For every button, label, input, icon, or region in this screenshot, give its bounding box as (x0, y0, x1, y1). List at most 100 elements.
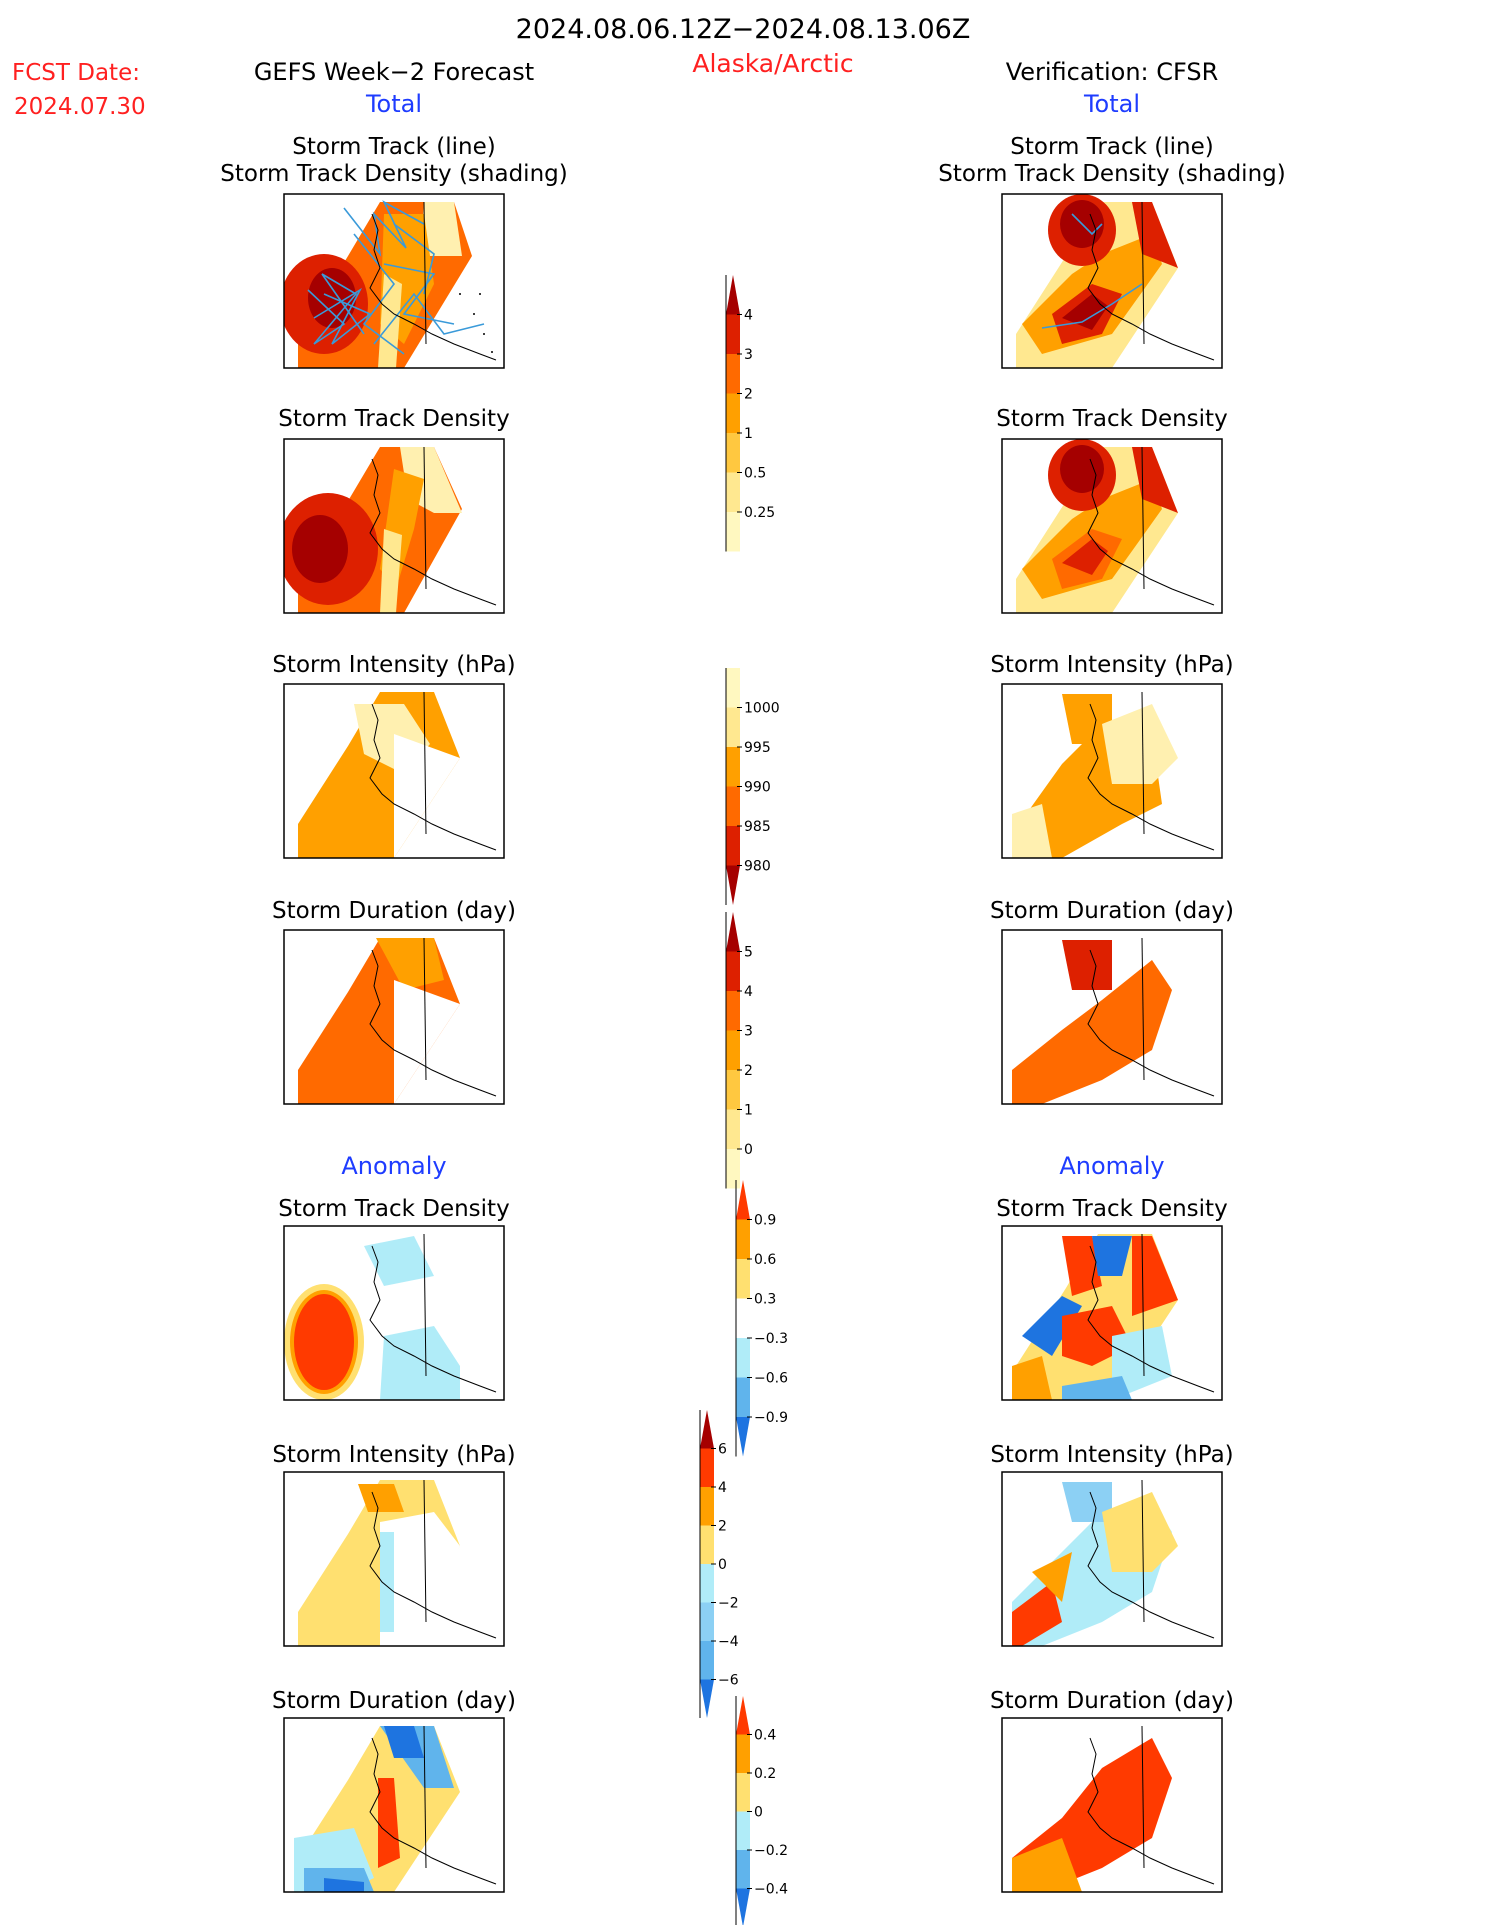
colorbar-tick-label: 0.9 (754, 1213, 776, 1229)
colorbar-tick-label: −6 (718, 1673, 739, 1689)
colorbar-swatch (736, 1696, 750, 1735)
colorbar-duration-total: 5 4 3 2 1 0 (725, 912, 753, 1189)
colorbar-swatch (726, 912, 740, 952)
fcst-date-value: 2024.07.30 (14, 94, 146, 120)
colorbar-swatch (726, 865, 740, 905)
colorbar-swatch (736, 1417, 750, 1457)
colorbar-swatch (726, 1070, 740, 1110)
colorbar-tick-label: 1 (744, 1103, 753, 1119)
map-panel-density-anom-right (1001, 1225, 1223, 1401)
colorbar-swatch (726, 1030, 740, 1070)
map-panel-track-left (283, 193, 505, 369)
right-total-label: Total (1083, 90, 1140, 118)
colorbar-tick-label: 0.6 (754, 1252, 776, 1268)
colorbar-swatch (726, 314, 740, 354)
colorbar-tick-label: 995 (744, 740, 771, 756)
colorbar-tick-label: 2 (718, 1519, 727, 1535)
colorbar-tick-label: −0.9 (754, 1410, 788, 1426)
colorbar-swatch (726, 1149, 740, 1189)
colorbar-swatch (736, 1180, 750, 1220)
colorbar-tick-label: 980 (744, 859, 771, 875)
colorbar-swatch (700, 1487, 714, 1526)
panel-title-intensity-anom-right: Storm Intensity (hPa) (990, 1442, 1233, 1468)
colorbar-swatch (700, 1410, 714, 1449)
region-label: Alaska/Arctic (692, 49, 853, 78)
colorbar-tick-label: 1000 (744, 701, 780, 717)
panel-title-density-right: Storm Track Density (996, 406, 1227, 432)
colorbar-swatch (726, 707, 740, 747)
map-panel-intensity-left (283, 683, 505, 859)
panel-title-duration-right: Storm Duration (day) (990, 898, 1234, 924)
panel-title-density-anom-left: Storm Track Density (278, 1196, 509, 1222)
colorbar-swatch (736, 1888, 750, 1925)
colorbar-swatch (736, 1298, 750, 1338)
colorbar-intensity-anom: 6 4 2 0 −2 −4 −6 (699, 1410, 739, 1718)
colorbar-tick-label: 990 (744, 780, 771, 796)
colorbar-swatch (736, 1850, 750, 1889)
map-panel-duration-right (1001, 929, 1223, 1105)
colorbar-swatch (700, 1641, 714, 1680)
colorbar-swatch (726, 1109, 740, 1149)
colorbar-tick-label: 4 (744, 308, 753, 324)
colorbar-swatch (700, 1564, 714, 1603)
panel-title-track-line-right: Storm Track (line) (1010, 134, 1213, 160)
colorbar-swatch (736, 1338, 750, 1378)
panel-title-intensity-anom-left: Storm Intensity (hPa) (272, 1442, 515, 1468)
panel-title-intensity-left: Storm Intensity (hPa) (272, 652, 515, 678)
colorbar-tick-label: 985 (744, 819, 771, 835)
panel-title-density-left: Storm Track Density (278, 406, 509, 432)
colorbar-tick-label: 0 (744, 1142, 753, 1158)
map-panel-duration-left (283, 929, 505, 1105)
date-range-title: 2024.08.06.12Z−2024.08.13.06Z (516, 14, 971, 45)
colorbar-tick-label: 5 (744, 945, 753, 961)
panel-title-duration-anom-left: Storm Duration (day) (272, 1688, 516, 1714)
map-panel-density-left (283, 438, 505, 614)
colorbar-swatch (736, 1219, 750, 1259)
map-panel-intensity-right (1001, 683, 1223, 859)
colorbar-swatch (726, 747, 740, 787)
colorbar-tick-label: −0.3 (754, 1331, 788, 1347)
fcst-date-label: FCST Date: (12, 60, 140, 86)
colorbar-tick-label: 0 (718, 1557, 727, 1573)
colorbar-tick-label: 0.2 (754, 1766, 776, 1782)
colorbar-tick-label: −4 (718, 1634, 739, 1650)
colorbar-tick-label: 4 (718, 1480, 727, 1496)
colorbar-tick-label: 2 (744, 387, 753, 403)
colorbar-swatch (700, 1679, 714, 1718)
colorbar-swatch (736, 1811, 750, 1850)
colorbar-tick-label: −0.4 (754, 1882, 788, 1898)
colorbar-swatch (736, 1259, 750, 1299)
colorbar-swatch (726, 512, 740, 552)
colorbar-density-total: 4 3 2 1 0.5 0.25 (725, 275, 775, 552)
colorbar-tick-label: 0.4 (754, 1728, 776, 1744)
colorbar-swatch (726, 472, 740, 512)
right-anomaly-label: Anomaly (1059, 1152, 1164, 1180)
colorbar-swatch (726, 433, 740, 473)
panel-title-track-shading-right: Storm Track Density (shading) (938, 161, 1285, 187)
colorbar-swatch (726, 991, 740, 1031)
colorbar-swatch (736, 1773, 750, 1812)
panel-title-intensity-right: Storm Intensity (hPa) (990, 652, 1233, 678)
colorbar-tick-label: −0.2 (754, 1843, 788, 1859)
map-panel-density-anom-left (283, 1225, 505, 1401)
colorbar-tick-label: 0.3 (754, 1292, 776, 1308)
map-panel-track-right (1001, 193, 1223, 369)
colorbars: 43210.50.2510009959909859805432100.90.60… (699, 275, 788, 1925)
colorbar-swatch (726, 668, 740, 708)
map-panel-duration-anom-left (283, 1717, 505, 1893)
panel-title-track-line-left: Storm Track (line) (292, 134, 495, 160)
map-panel-duration-anom-right (1001, 1717, 1223, 1893)
map-panel-density-right (1001, 438, 1223, 614)
colorbar-swatch (726, 354, 740, 394)
panel-title-duration-anom-right: Storm Duration (day) (990, 1688, 1234, 1714)
colorbar-tick-label: 4 (744, 984, 753, 1000)
colorbar-swatch (726, 786, 740, 826)
colorbar-tick-label: 3 (744, 347, 753, 363)
map-panel-intensity-anom-left (283, 1471, 505, 1647)
colorbar-tick-label: 6 (718, 1442, 727, 1458)
left-anomaly-label: Anomaly (341, 1152, 446, 1180)
colorbar-tick-label: 2 (744, 1063, 753, 1079)
colorbar-duration-anom: 0.4 0.2 0 −0.2 −0.4 (735, 1696, 788, 1925)
colorbar-tick-label: 1 (744, 426, 753, 442)
